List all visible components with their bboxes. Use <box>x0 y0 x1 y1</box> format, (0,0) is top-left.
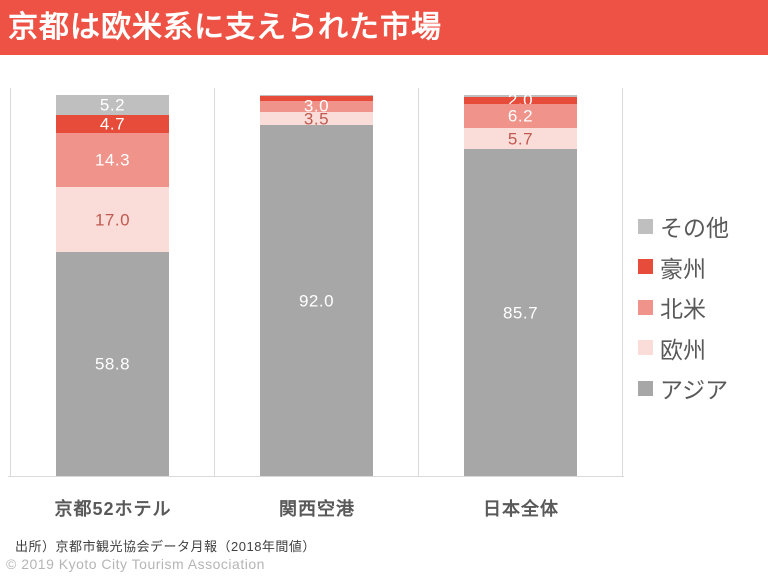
legend-item-豪州: 豪州 <box>638 247 729 288</box>
bar-segment-その他 <box>464 95 577 97</box>
legend-swatch <box>638 218 653 234</box>
data-label: 14.3 <box>94 150 131 170</box>
bar-segment-アジア: 92.0 <box>260 125 373 476</box>
bar-segment-豪州: 4.7 <box>56 114 169 134</box>
category-label: 日本全体 <box>483 499 559 519</box>
stacked-bar-2: 3.0 3.5 92.0 <box>260 95 373 476</box>
bar-segment-豪州 <box>260 95 373 101</box>
category-gridline <box>418 88 419 477</box>
bar-segment-その他: 5.2 <box>56 95 169 115</box>
stacked-bar-1: 5.2 4.7 14.3 17.0 58.8 <box>56 95 169 476</box>
legend-swatch <box>638 340 653 356</box>
category-gridline <box>214 88 215 477</box>
source-note: 出所）京都市観光協会データ月報（2018年間値） <box>15 539 316 554</box>
legend-item-欧州: 欧州 <box>638 328 729 369</box>
bar-segment-欧州: 17.0 <box>56 187 169 252</box>
category-label: 京都52ホテル <box>54 499 172 519</box>
bar-segment-欧州: 5.7 <box>464 127 577 150</box>
data-label: 6.2 <box>507 106 534 126</box>
legend-item-北米: 北米 <box>638 287 729 328</box>
bar-segment-北米: 14.3 <box>56 132 169 188</box>
x-axis-line <box>8 476 624 477</box>
bar-segment-北米: 3.0 <box>260 98 373 115</box>
stacked-bar-3: 2.0 6.2 5.7 85.7 <box>464 92 577 476</box>
data-label: 17.0 <box>94 210 131 230</box>
copyright-note: © 2019 Kyoto City Tourism Association <box>6 556 265 572</box>
data-label: 92.0 <box>298 291 335 311</box>
legend-swatch <box>638 259 653 275</box>
bar-segment-その他 <box>260 95 373 96</box>
legend-label: その他 <box>660 215 729 242</box>
bar-segment-アジア: 85.7 <box>464 149 577 476</box>
data-label: 4.7 <box>99 114 126 134</box>
bar-segment-北米: 6.2 <box>464 104 577 128</box>
page-title: 京都は欧米系に支えられた市場 <box>8 10 442 44</box>
data-label: 5.2 <box>99 95 126 115</box>
legend-item-アジア: アジア <box>638 368 729 409</box>
data-label: 58.8 <box>94 354 131 374</box>
category-gridline <box>622 88 623 477</box>
title-banner: 京都は欧米系に支えられた市場 <box>0 0 768 55</box>
bar-segment-豪州: 2.0 <box>464 92 577 109</box>
legend-label: 北米 <box>660 296 706 323</box>
legend-swatch <box>638 380 653 396</box>
bar-segment-アジア: 58.8 <box>56 251 169 476</box>
data-label: 5.7 <box>507 129 534 149</box>
category-gridline <box>10 88 11 477</box>
legend-label: 欧州 <box>660 336 706 363</box>
category-label: 関西空港 <box>279 499 355 519</box>
data-label: 85.7 <box>502 303 539 323</box>
bar-segment-欧州: 3.5 <box>260 110 373 127</box>
legend-swatch <box>638 299 653 315</box>
legend-label: アジア <box>660 377 729 404</box>
chart-legend: その他豪州北米欧州アジア <box>638 206 729 409</box>
legend-item-その他: その他 <box>638 206 729 247</box>
legend-label: 豪州 <box>660 255 706 282</box>
